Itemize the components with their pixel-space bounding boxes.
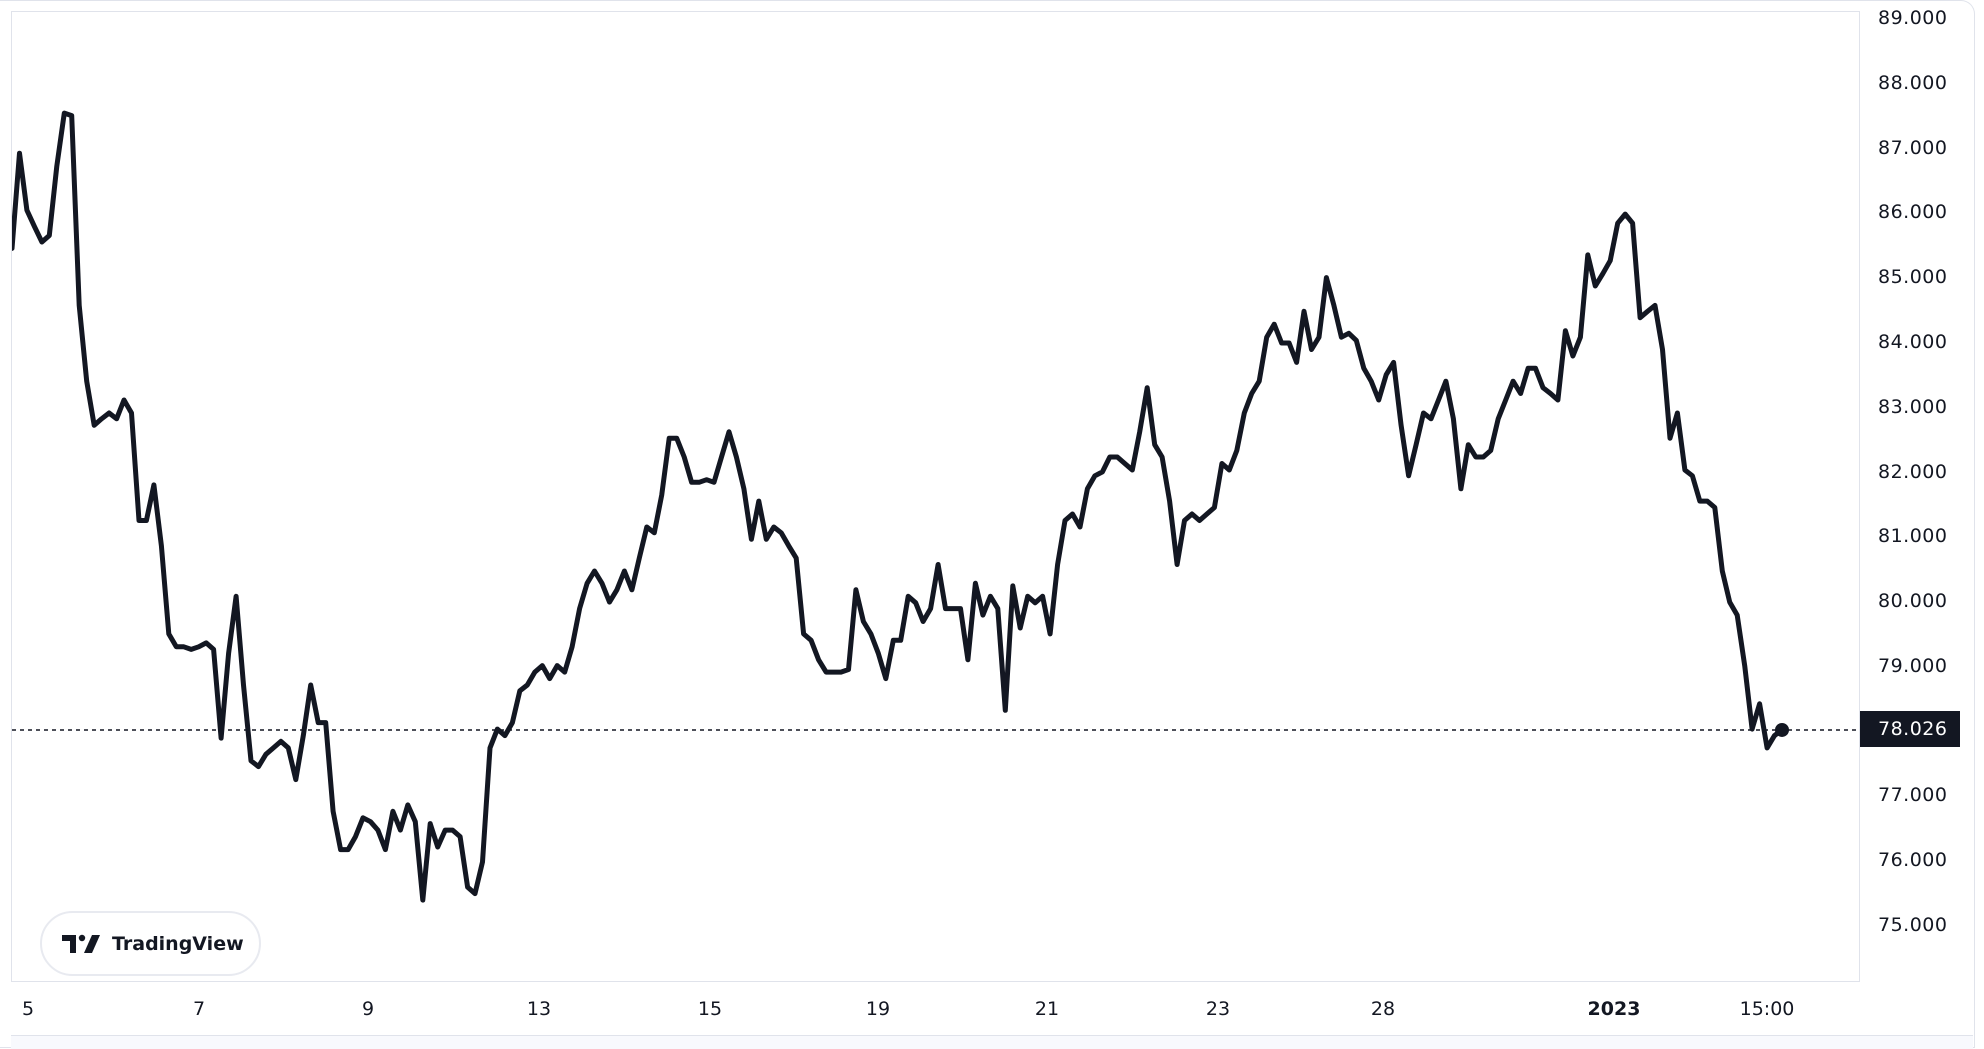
y-tick-label: 87.000	[1878, 137, 1947, 159]
y-tick-label: 77.000	[1878, 784, 1947, 806]
y-tick-label: 84.000	[1878, 331, 1947, 353]
x-tick-label: 15	[698, 998, 722, 1020]
price-points	[12, 113, 1782, 900]
y-tick-label: 81.000	[1878, 525, 1947, 547]
y-tick-label: 83.000	[1878, 396, 1947, 418]
y-tick-label: 80.000	[1878, 590, 1947, 612]
x-tick-label: 23	[1206, 998, 1230, 1020]
tradingview-logo-icon	[62, 933, 102, 955]
x-tick-label: 2023	[1588, 998, 1641, 1020]
tradingview-logo[interactable]: TradingView	[40, 911, 261, 976]
tradingview-logo-text: TradingView	[112, 933, 244, 955]
y-tick-label: 79.000	[1878, 655, 1947, 677]
bottom-strip	[11, 1035, 1973, 1049]
y-tick-label: 85.000	[1878, 266, 1947, 288]
y-tick-label: 76.000	[1878, 849, 1947, 871]
chart-pane[interactable]: TradingView	[11, 11, 1860, 982]
x-tick-label: 28	[1371, 998, 1395, 1020]
plot-area	[12, 12, 1860, 982]
y-tick-label: 75.000	[1878, 914, 1947, 936]
last-price-label: 78.026	[1860, 711, 1960, 747]
x-tick-label: 7	[193, 998, 205, 1020]
time-axis[interactable]: 5 7 9 13 15 19 21 23 28 2023 15:00	[0, 982, 1860, 1035]
x-tick-label: 21	[1035, 998, 1059, 1020]
x-tick-label: 19	[866, 998, 890, 1020]
price-series-line	[12, 113, 1782, 900]
x-tick-label: 15:00	[1740, 998, 1795, 1020]
y-tick-label: 86.000	[1878, 201, 1947, 223]
y-tick-label: 88.000	[1878, 72, 1947, 94]
y-tick-label: 82.000	[1878, 461, 1947, 483]
last-price-dot	[1775, 723, 1789, 737]
x-tick-label: 9	[362, 998, 374, 1020]
y-tick-label: 89.000	[1878, 7, 1947, 29]
x-tick-label: 13	[527, 998, 551, 1020]
x-tick-label: 5	[22, 998, 34, 1020]
price-axis[interactable]: 89.000 88.000 87.000 86.000 85.000 84.000 83.0…	[1860, 0, 1970, 982]
